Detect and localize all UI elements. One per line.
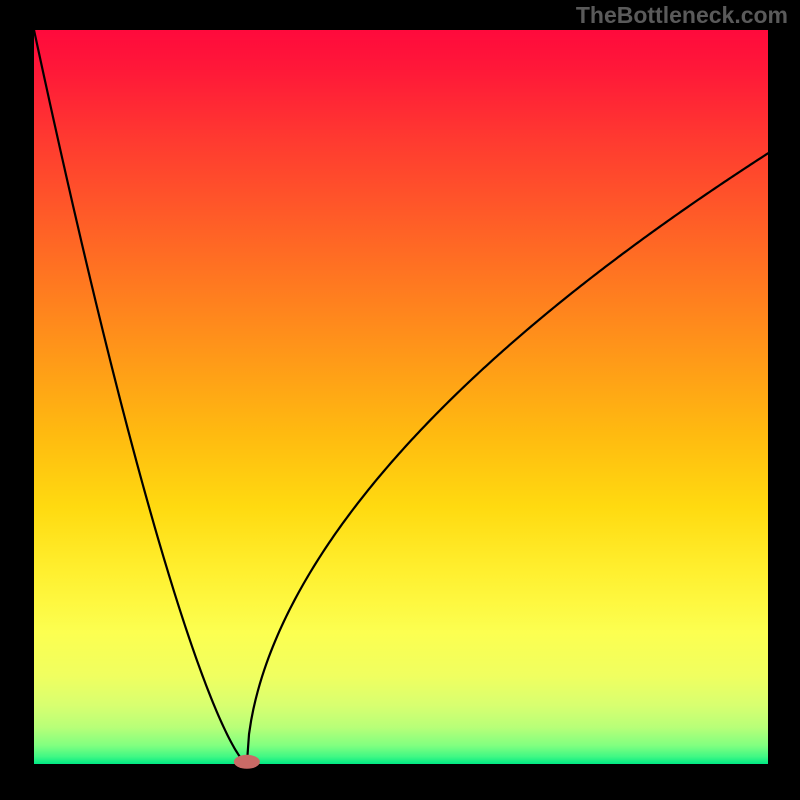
chart-svg <box>0 0 800 800</box>
watermark-label: TheBottleneck.com <box>576 2 788 29</box>
chart-frame: TheBottleneck.com <box>0 0 800 800</box>
plot-background <box>34 30 768 764</box>
vertex-marker <box>234 755 260 769</box>
